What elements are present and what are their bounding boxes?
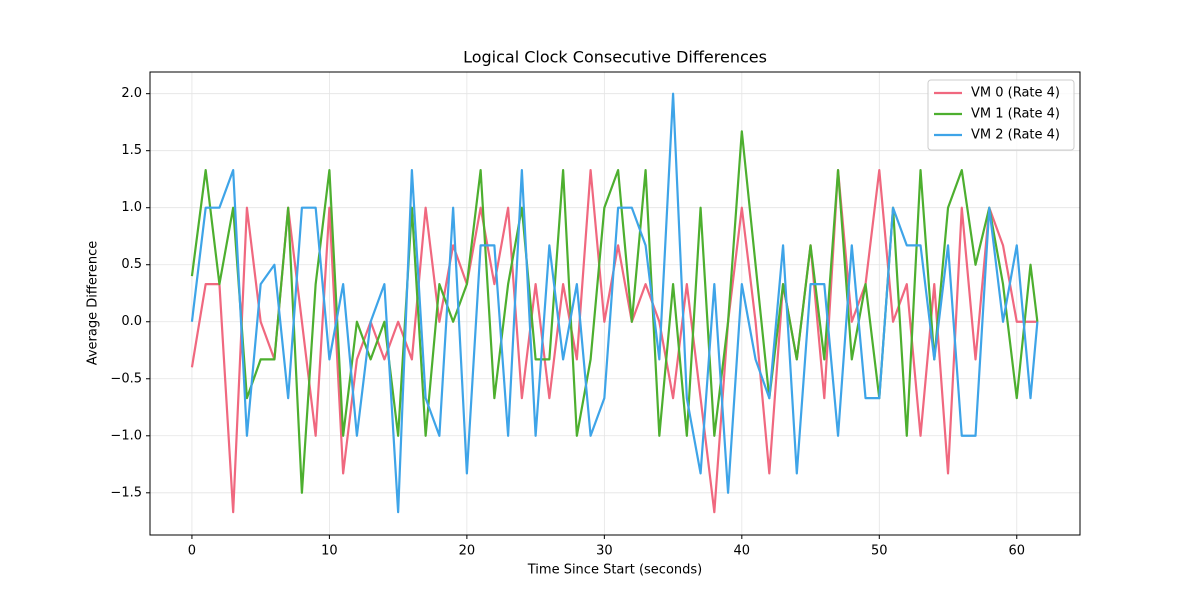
y-tick-label: −0.5 bbox=[110, 371, 142, 386]
y-axis-label: Average Difference bbox=[86, 241, 101, 366]
y-tick-label: −1.5 bbox=[110, 485, 142, 500]
y-tick-label: 0.0 bbox=[121, 314, 142, 329]
y-tick-label: 2.0 bbox=[121, 86, 142, 101]
y-tick-label: −1.0 bbox=[110, 428, 142, 443]
x-tick-label: 0 bbox=[188, 544, 196, 559]
x-tick-label: 60 bbox=[1008, 544, 1025, 559]
y-tick-label: 1.5 bbox=[121, 143, 142, 158]
x-tick-label: 50 bbox=[871, 544, 888, 559]
legend-label: VM 1 (Rate 4) bbox=[971, 107, 1060, 122]
x-axis-label: Time Since Start (seconds) bbox=[527, 563, 703, 578]
y-tick-label: 1.0 bbox=[121, 200, 142, 215]
chart-title: Logical Clock Consecutive Differences bbox=[463, 48, 767, 67]
x-tick-label: 30 bbox=[596, 544, 613, 559]
x-tick-label: 40 bbox=[734, 544, 751, 559]
x-tick-label: 10 bbox=[321, 544, 338, 559]
legend: VM 0 (Rate 4) VM 1 (Rate 4) VM 2 (Rate 4) bbox=[927, 79, 1075, 151]
y-tick-label: 0.5 bbox=[121, 257, 142, 272]
legend-label: VM 2 (Rate 4) bbox=[971, 128, 1060, 143]
data-line bbox=[190, 130, 1039, 494]
legend-box bbox=[927, 79, 1075, 151]
data-line bbox=[190, 168, 1038, 514]
plot-frame bbox=[149, 71, 1081, 536]
legend-label: VM 0 (Rate 4) bbox=[971, 86, 1060, 101]
x-tick-label: 20 bbox=[459, 544, 476, 559]
data-line bbox=[190, 92, 1039, 514]
